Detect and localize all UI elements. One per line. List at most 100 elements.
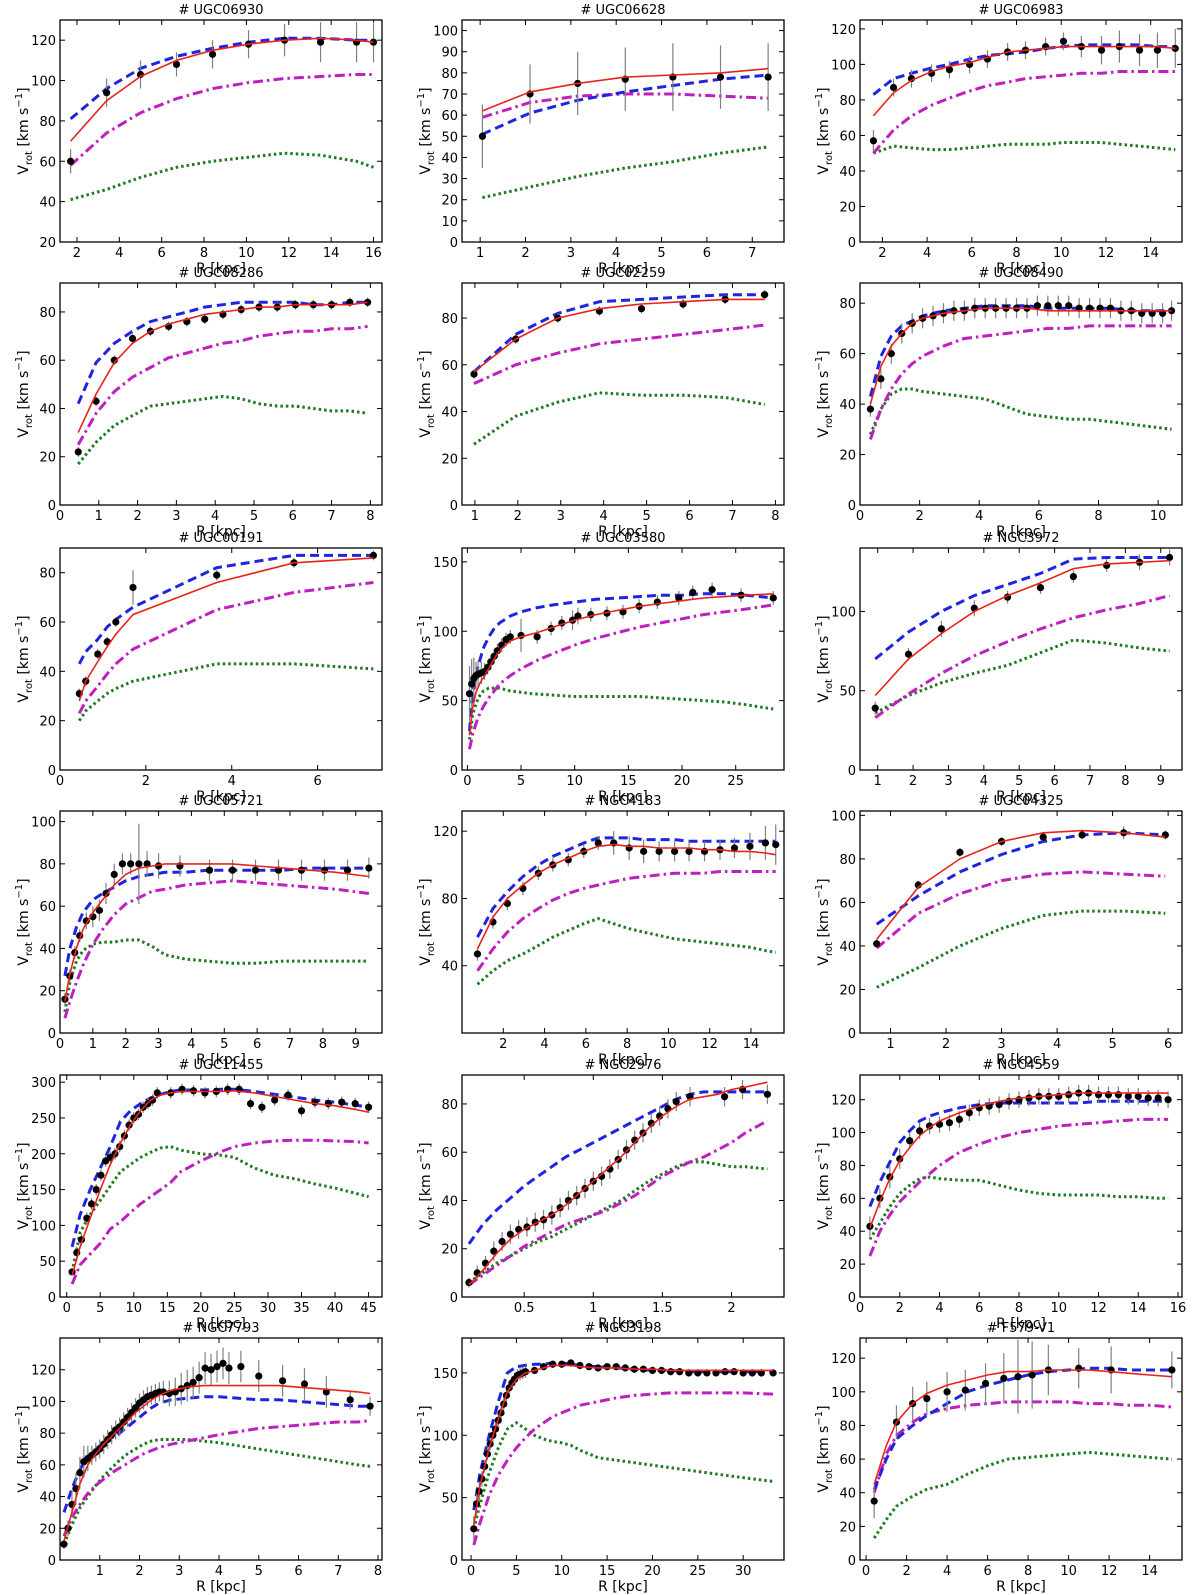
panel-title: # NGC4183 (585, 794, 662, 809)
data-point (284, 1091, 292, 1099)
x-tick-label: 3 (154, 1037, 162, 1052)
plot-area (869, 28, 1179, 155)
panel-title: # UGC08286 (178, 266, 263, 281)
data-point (1104, 1091, 1113, 1099)
dashed-series-line (868, 304, 1172, 397)
dotted-series-line (482, 145, 769, 200)
y-tick-label: 20 (839, 1520, 856, 1535)
y-tick-label: 120 (31, 1364, 56, 1379)
y-tick-label: 120 (831, 1094, 856, 1109)
y-axis-label: Vrot [km s−1] (14, 1405, 35, 1492)
x-axis-label: R [kpc] (196, 261, 246, 277)
y-tick-label: 0 (450, 764, 458, 779)
data-point (945, 1119, 954, 1127)
x-tick-label: 1.5 (652, 1301, 673, 1316)
plot-area (61, 823, 373, 1019)
dashed-series-line (874, 556, 1170, 661)
data-point (255, 1372, 263, 1380)
data-point (655, 847, 663, 855)
x-axis-label: R [kpc] (196, 524, 246, 540)
panel-1: # UGC06930 2 4 6 8 10 12 14 16 20 40 60 80 100 120 R [k… (14, 3, 383, 277)
fit-series-line (468, 593, 774, 736)
y-axis-label: Vrot [km s−1] (814, 1405, 835, 1492)
data-point (213, 571, 221, 579)
data-point (1054, 302, 1062, 310)
x-tick-label: 7 (728, 509, 736, 524)
data-point (1097, 46, 1106, 54)
y-axis-label: Vrot [km s−1] (14, 615, 35, 702)
data-point (904, 650, 913, 658)
data-point (1114, 1091, 1122, 1099)
y-tick-label: 0 (450, 499, 458, 514)
y-tick-label: 100 (31, 1219, 56, 1234)
x-tick-label: 8 (623, 1037, 631, 1052)
x-tick-label: 6 (975, 1301, 983, 1316)
x-axis-label: R [kpc] (598, 524, 648, 540)
x-tick-label: 15 (159, 1301, 176, 1316)
x-tick-label: 9 (1157, 774, 1165, 789)
panel-8: # UGC03580 0 5 10 15 20 25 0 50 100 150 R [kpc] Vrot… (416, 531, 785, 805)
y-tick-label: 150 (433, 556, 458, 571)
y-tick-label: 50 (839, 685, 856, 700)
y-tick-label: 150 (433, 1367, 458, 1382)
x-tick-label: 10 (1050, 1301, 1067, 1316)
y-axis-label: Vrot [km s−1] (14, 87, 35, 174)
y-tick-label: 120 (31, 34, 56, 49)
x-tick-label: 0.5 (514, 1301, 535, 1316)
x-tick-label: 4 (935, 1301, 943, 1316)
y-tick-label: 0 (848, 236, 856, 251)
y-tick-label: 150 (31, 1184, 56, 1199)
panel-title: # UGC03580 (580, 531, 665, 546)
panel-title: # NGC4559 (983, 1058, 1060, 1073)
y-tick-label: 60 (839, 348, 856, 363)
x-tick-label: 2 (133, 509, 141, 524)
y-tick-label: 100 (31, 75, 56, 90)
dashdot-series-line (62, 1419, 371, 1537)
y-tick-label: 100 (831, 1386, 856, 1401)
data-point (631, 1136, 639, 1144)
data-point (1045, 1092, 1053, 1100)
data-point (871, 704, 879, 712)
fit-series-line (876, 829, 1166, 940)
x-tick-label: 10 (126, 1301, 143, 1316)
x-tick-label: 40 (327, 1301, 344, 1316)
y-tick-label: 100 (433, 1429, 458, 1444)
data-point (465, 690, 474, 698)
x-tick-label: 5 (255, 1564, 263, 1579)
data-point (228, 866, 237, 874)
data-point (1144, 1094, 1152, 1102)
dashdot-series-line (872, 70, 1176, 155)
x-tick-label: 10 (1150, 509, 1167, 524)
y-tick-label: 50 (441, 695, 458, 710)
y-tick-label: 30 (441, 173, 458, 188)
fit-series-line (64, 863, 370, 1002)
data-point (716, 73, 725, 81)
data-point (685, 847, 693, 855)
axes-frame (859, 19, 1183, 243)
dashed-series-line (868, 1099, 1169, 1208)
y-tick-label: 20 (839, 200, 856, 215)
axes-frame (59, 282, 383, 506)
fit-series-line (468, 1081, 768, 1286)
fit-series-line (70, 37, 374, 142)
dashed-series-line (468, 592, 774, 732)
dashed-series-line (70, 1087, 369, 1248)
data-point (1025, 1094, 1033, 1102)
x-axis-label: R [kpc] (996, 1579, 1046, 1595)
dotted-series-line (77, 394, 368, 465)
x-tick-label: 6 (968, 246, 976, 261)
data-point (311, 1098, 319, 1106)
x-tick-label: 2 (122, 1037, 130, 1052)
axes-frame (59, 1074, 383, 1298)
x-tick-label: 10 (1053, 246, 1070, 261)
data-point (1094, 1091, 1103, 1099)
axes-frame (59, 547, 383, 771)
y-tick-label: 120 (831, 23, 856, 38)
y-tick-label: 80 (839, 1159, 856, 1174)
y-tick-label: 100 (831, 809, 856, 824)
y-tick-label: 80 (441, 892, 458, 907)
data-point (965, 1109, 973, 1117)
